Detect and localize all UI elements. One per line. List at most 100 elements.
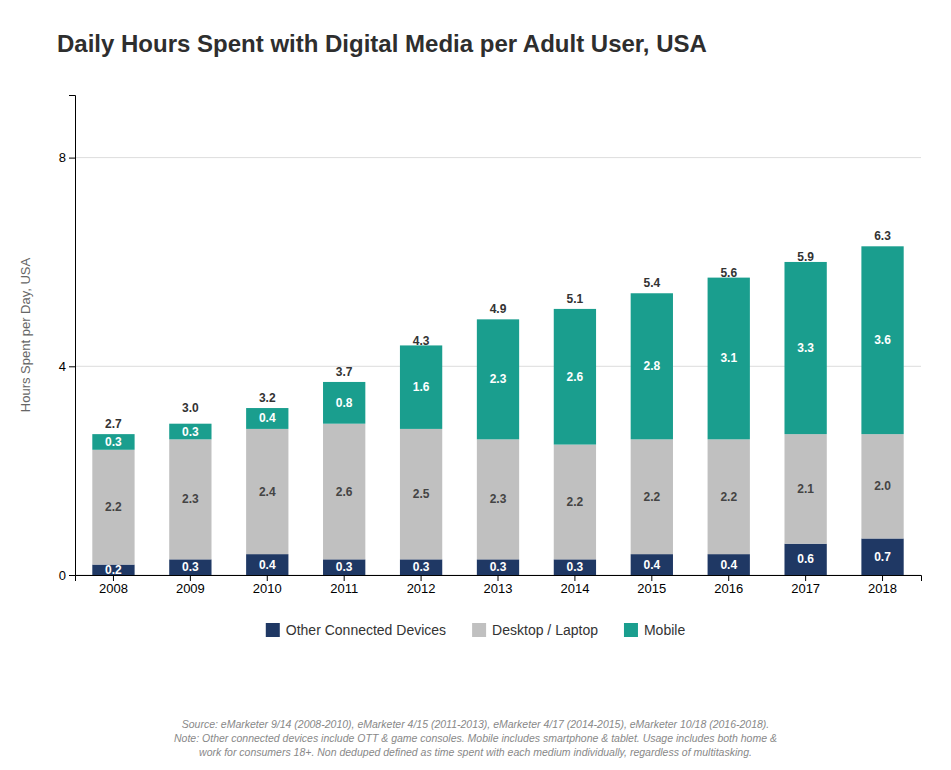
source-note-line: work for consumers 18+. Non deduped defi…: [199, 746, 752, 758]
legend-swatch: [266, 623, 280, 637]
x-tick-mark: [882, 575, 883, 581]
bar-segment: [708, 278, 750, 440]
bar-segment: [861, 434, 903, 538]
x-tick-mark: [574, 575, 575, 581]
data-label: 1.6: [413, 380, 430, 394]
y-axis: 0 4 8: [59, 96, 76, 583]
bar-segment: [784, 434, 826, 544]
data-label: 2.2: [105, 500, 122, 514]
x-tick-label: 2014: [560, 581, 589, 596]
data-label: 2.3: [182, 492, 199, 506]
total-label: 3.7: [336, 365, 353, 379]
source-note: Source: eMarketer 9/14 (2008-2010), eMar…: [174, 718, 777, 758]
data-label: 0.6: [797, 552, 814, 566]
legend-swatch: [472, 623, 486, 637]
data-label: 2.4: [259, 485, 276, 499]
data-label: 0.4: [643, 558, 660, 572]
bar-segment: [477, 559, 519, 575]
total-label: 2.7: [105, 417, 122, 431]
y-tick-label: 0: [59, 568, 66, 583]
bar-segment: [169, 439, 211, 559]
x-tick-label: 2016: [714, 581, 743, 596]
x-tick-mark: [421, 575, 422, 581]
data-label: 0.3: [182, 425, 199, 439]
bar-segment: [631, 554, 673, 575]
x-tick: 2013: [484, 575, 513, 596]
y-tick: 4: [59, 359, 75, 374]
x-axis: 2008200920102011201220132014201520162017…: [76, 575, 922, 596]
data-label: 2.2: [720, 490, 737, 504]
data-label: 0.3: [105, 435, 122, 449]
x-tick-label: 2011: [330, 581, 358, 596]
bar-segment: [631, 439, 673, 554]
x-tick-mark: [651, 575, 652, 581]
legend-label: Other Connected Devices: [286, 622, 446, 638]
bar-segment: [554, 445, 596, 560]
x-tick: 2010: [253, 575, 282, 596]
data-label: 0.3: [490, 560, 507, 574]
data-label: 0.4: [720, 558, 737, 572]
bar-segment: [169, 559, 211, 575]
plot: 0482008200920102011201220132014201520162…: [59, 96, 922, 597]
total-label: 6.3: [874, 229, 891, 243]
bar-segment: [169, 424, 211, 440]
y-axis-line: [69, 96, 76, 576]
x-tick: 2018: [868, 575, 897, 596]
data-label: 0.3: [336, 560, 353, 574]
y-tick: 8: [59, 150, 75, 165]
y-tick-mark: [69, 158, 75, 159]
grid-line: [75, 157, 921, 158]
total-label: 4.9: [490, 302, 507, 316]
x-tick-mark: [344, 575, 345, 581]
total-label: 5.1: [567, 292, 584, 306]
data-label: 0.4: [259, 411, 276, 425]
total-label: 4.3: [413, 334, 430, 348]
total-label: 3.2: [259, 391, 276, 405]
chart: Daily Hours Spent with Digital Media per…: [0, 0, 951, 770]
source-note-line: Source: eMarketer 9/14 (2008-2010), eMar…: [182, 718, 770, 730]
bar-segment: [631, 293, 673, 439]
data-label: 0.3: [567, 560, 584, 574]
bar-segment: [323, 382, 365, 424]
data-label: 3.3: [797, 341, 814, 355]
bar-segment: [554, 309, 596, 445]
y-tick-mark: [69, 575, 75, 576]
source-note-line: Note: Other connected devices include OT…: [174, 732, 777, 744]
data-label: 3.6: [874, 333, 891, 347]
data-label: 2.5: [413, 487, 430, 501]
data-label: 2.8: [643, 359, 660, 373]
data-labels: 0.20.30.40.30.30.30.30.40.40.60.72.22.32…: [105, 229, 891, 576]
data-label: 0.7: [874, 550, 891, 564]
data-label: 2.2: [643, 490, 660, 504]
x-tick-mark: [728, 575, 729, 581]
x-tick: 2016: [714, 575, 743, 596]
x-tick: 2015: [637, 575, 666, 596]
total-label: 5.4: [643, 276, 660, 290]
x-tick-label: 2009: [176, 581, 205, 596]
x-tick-label: 2017: [791, 581, 820, 596]
bar-segment: [708, 554, 750, 575]
x-tick-label: 2015: [637, 581, 666, 596]
data-label: 2.6: [567, 370, 584, 384]
data-label: 3.1: [720, 351, 737, 365]
legend-label: Desktop / Laptop: [492, 622, 598, 638]
y-tick-mark: [69, 366, 75, 367]
x-tick-mark: [190, 575, 191, 581]
data-label: 2.3: [490, 372, 507, 386]
x-tick: 2009: [176, 575, 205, 596]
x-tick: 2014: [560, 575, 589, 596]
bar-segment: [554, 559, 596, 575]
bar-segment: [323, 424, 365, 560]
data-label: 0.3: [413, 560, 430, 574]
total-label: 3.0: [182, 401, 199, 415]
bars: [92, 246, 903, 575]
total-label: 5.9: [797, 250, 814, 264]
x-tick: 2011: [330, 575, 358, 596]
y-tick-label: 4: [59, 359, 66, 374]
x-tick: 2017: [791, 575, 820, 596]
x-tick: 2012: [407, 575, 436, 596]
x-tick-mark: [267, 575, 268, 581]
bar-segment: [246, 429, 288, 554]
y-tick: 0: [59, 568, 75, 583]
x-tick-label: 2010: [253, 581, 282, 596]
